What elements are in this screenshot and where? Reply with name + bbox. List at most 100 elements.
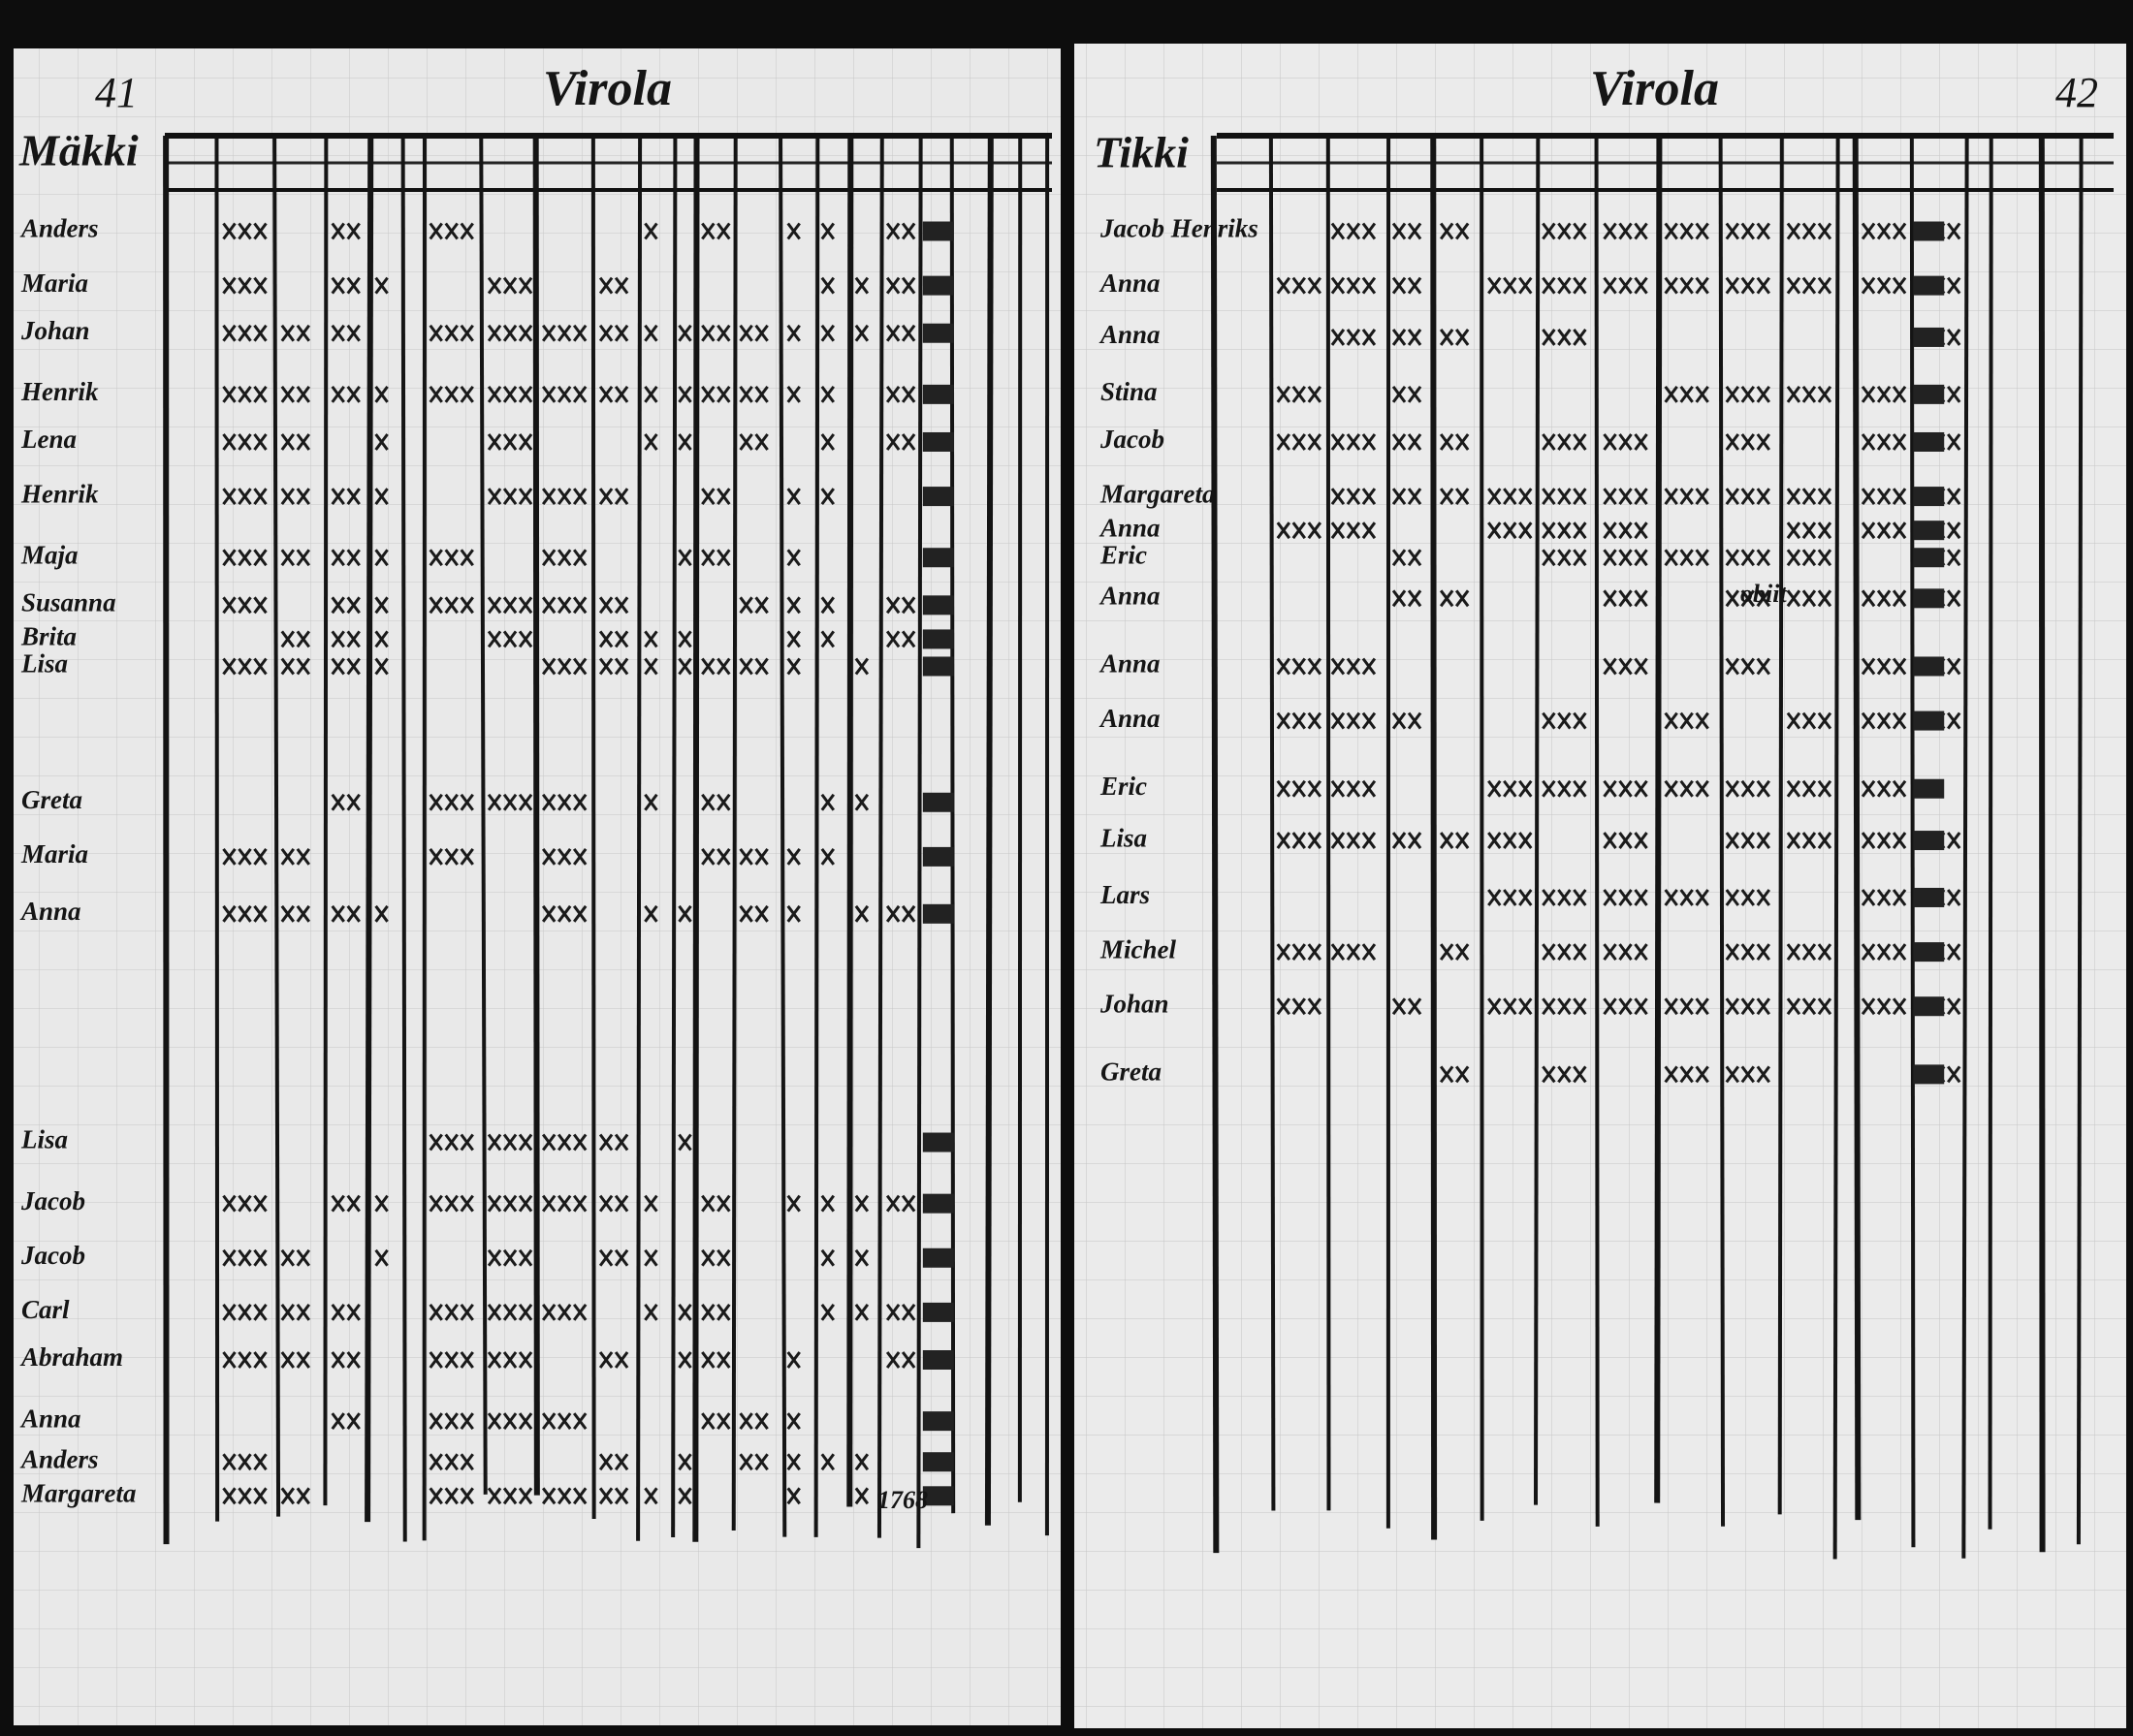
column-line	[1210, 135, 1220, 1554]
row-name: Jacob Henriks	[1099, 214, 1258, 243]
cross	[502, 1133, 518, 1152]
cross	[1947, 943, 1961, 961]
cross	[557, 904, 572, 923]
cross	[754, 1453, 769, 1471]
cross	[1618, 521, 1633, 540]
year-mark	[1913, 327, 1945, 347]
cross	[460, 222, 474, 240]
column-line	[1533, 135, 1541, 1505]
cross	[885, 630, 901, 648]
cross	[614, 1248, 629, 1267]
cross	[644, 1487, 658, 1505]
cross	[1861, 222, 1876, 240]
cross	[238, 904, 252, 923]
cross	[429, 385, 443, 403]
cross	[1861, 657, 1876, 676]
cross	[572, 488, 588, 505]
cross	[460, 385, 474, 403]
cross	[1276, 997, 1291, 1016]
cross	[1542, 997, 1556, 1016]
cross	[678, 1304, 692, 1321]
cross	[1801, 488, 1817, 505]
cross	[1634, 779, 1648, 798]
cross	[1573, 433, 1587, 451]
cross	[460, 1351, 474, 1369]
cross	[1276, 521, 1291, 540]
cross	[331, 324, 345, 342]
cross	[1603, 549, 1617, 567]
page-number: 42	[2055, 69, 2098, 116]
cross	[502, 433, 518, 451]
row-name: Anna	[1098, 704, 1161, 733]
cross	[854, 657, 870, 676]
cross	[739, 657, 753, 676]
cross	[1276, 385, 1291, 403]
year-mark	[922, 1486, 954, 1506]
cross	[1892, 521, 1907, 540]
cross	[739, 596, 753, 615]
cross	[518, 1248, 533, 1267]
cross	[238, 1453, 252, 1471]
cross	[1740, 943, 1755, 961]
cross	[444, 596, 459, 615]
cross	[1603, 943, 1617, 961]
cross	[1276, 832, 1291, 849]
cross	[1947, 488, 1961, 505]
row-name: Maria	[20, 839, 88, 868]
cross	[1725, 779, 1739, 798]
cross	[253, 1304, 268, 1321]
cross	[1892, 889, 1907, 906]
cross	[429, 1304, 443, 1321]
cross	[1876, 276, 1892, 295]
cross	[1391, 589, 1407, 608]
cross	[541, 596, 557, 615]
cross	[1861, 997, 1876, 1016]
year-mark	[922, 903, 954, 924]
cross	[296, 488, 311, 505]
cross	[1756, 779, 1770, 798]
cross	[754, 1412, 769, 1431]
cross	[820, 324, 835, 342]
cross	[598, 488, 614, 505]
year-mark	[1913, 384, 1945, 404]
year-mark	[922, 1302, 954, 1322]
cross	[1756, 222, 1770, 240]
cross	[557, 793, 572, 811]
cross	[1330, 433, 1346, 451]
cross	[1786, 222, 1801, 240]
cross	[1892, 385, 1907, 403]
cross	[1861, 385, 1876, 403]
cross	[557, 1133, 572, 1152]
cross	[346, 324, 361, 342]
cross	[1679, 889, 1694, 906]
cross	[518, 385, 533, 403]
cross	[1542, 711, 1556, 730]
cross	[678, 630, 692, 648]
cross	[296, 433, 311, 451]
cross	[487, 596, 502, 615]
cross	[854, 324, 870, 342]
cross	[1407, 276, 1422, 295]
year-mark	[922, 1247, 954, 1268]
cross	[644, 1248, 658, 1267]
cross	[854, 1453, 870, 1471]
cross	[518, 276, 533, 295]
cross	[1557, 779, 1572, 798]
row-name: Lisa	[20, 649, 68, 679]
cross	[296, 1487, 311, 1505]
cross	[1634, 276, 1648, 295]
cross	[1391, 832, 1407, 849]
cross	[901, 222, 916, 240]
cross	[1618, 589, 1633, 608]
cross	[1518, 997, 1533, 1016]
cross	[429, 847, 443, 866]
year-mark	[1913, 487, 1945, 507]
year-mark	[1913, 996, 1945, 1017]
cross	[901, 1351, 916, 1369]
cross	[331, 549, 345, 567]
cross	[502, 488, 518, 505]
cross	[1756, 385, 1770, 403]
cross	[1740, 779, 1755, 798]
cross	[1573, 329, 1587, 346]
